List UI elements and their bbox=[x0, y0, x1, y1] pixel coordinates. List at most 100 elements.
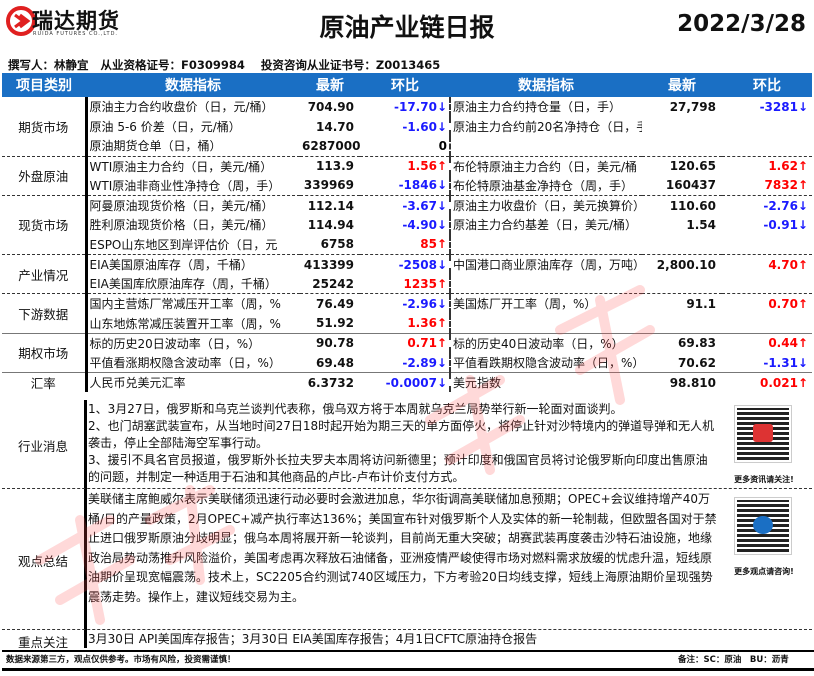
table-row: 原油期货仓单（日，桶） 6287000 0 bbox=[2, 136, 812, 157]
col-header: 最新 bbox=[300, 73, 360, 97]
change-value: 0.44↑ bbox=[722, 332, 812, 353]
col-header: 数据指标 bbox=[86, 73, 300, 97]
col-header: 最新 bbox=[642, 73, 722, 97]
change-value bbox=[722, 136, 812, 156]
category-cell: 现货市场 bbox=[2, 194, 88, 255]
change-value: -17.70↓ bbox=[360, 97, 451, 117]
latest-value: 6758 bbox=[320, 237, 354, 252]
latest-value: 2,800.10 bbox=[642, 254, 722, 275]
latest-value: 14.70 bbox=[316, 119, 354, 134]
qr-code-view bbox=[734, 497, 792, 555]
divider bbox=[2, 650, 814, 652]
latest-value: 704.90 bbox=[307, 99, 354, 114]
divider bbox=[2, 668, 814, 671]
indicator-name: 标的历史20日波动率（日，%） bbox=[86, 332, 300, 353]
change-value: 0.70↑ bbox=[722, 293, 812, 314]
data-table: 项目类别 数据指标 最新 环比 数据指标 最新 环比 期货市场 原油主力合约收盘价… bbox=[2, 73, 812, 393]
news-content: 1、3月27日，俄罗斯和乌克兰谈判代表称，俄乌双方将于本周就乌克兰局势举行新一轮… bbox=[88, 401, 718, 486]
category-cell: 外盘原油 bbox=[2, 155, 88, 196]
latest-value bbox=[642, 117, 722, 137]
indicator-name: 原油主力合约持仓量（日，手） bbox=[453, 100, 622, 115]
change-value: -3.67↓ bbox=[360, 194, 451, 216]
change-value: -0.0007↓ bbox=[360, 372, 451, 393]
indicator-name: 原油主力合约前20名净持仓（日，手） bbox=[453, 120, 642, 135]
news-label: 行业消息 bbox=[17, 439, 68, 454]
table-header: 项目类别 数据指标 最新 环比 数据指标 最新 环比 bbox=[2, 73, 812, 97]
news-item: 3、援引不具名官员报道，俄罗斯外长拉夫罗夫本周将访问新德里；预计印度和俄国官员将… bbox=[88, 453, 708, 484]
latest-value: 1.54 bbox=[686, 217, 716, 232]
change-value: 1235↑ bbox=[360, 274, 451, 294]
category-cell: 下游数据 bbox=[2, 293, 88, 334]
category-cell: 产业情况 bbox=[2, 253, 88, 294]
latest-value: 120.65 bbox=[642, 155, 722, 176]
change-value bbox=[722, 274, 812, 294]
indicator-name: 国内主营炼厂常减压开工率（周，% bbox=[86, 293, 300, 314]
indicator-name: EIA美国原油库存（周，千桶） bbox=[86, 254, 300, 275]
category-cell: 期权市场 bbox=[2, 332, 88, 373]
table-row: 现货市场 阿曼原油现货价格（日，美元/桶） 112.14 -3.67↓ 原油主力收盘价（… bbox=[2, 194, 812, 255]
table-row: WTI原油非商业性净持仓（周，手） 339969 -1846↓ 布伦特原油基金净持仓（… bbox=[2, 175, 812, 196]
change-value: 0 bbox=[360, 136, 451, 157]
qr-caption: 更多资讯请关注! bbox=[734, 475, 794, 484]
view-content: 美联储主席鲍威尔表示美联储须迅速行动必要时会激进加息，华尔街调高美联储加息预期；… bbox=[88, 492, 717, 604]
table-row: 平值看涨期权隐含波动率（日，%） 69.48 -2.89↓ 平值看跌期权隐含波动率（日… bbox=[2, 352, 812, 373]
table-row: 原油 5-6 价差（日，元/桶） 14.70 -1.60↓ 原油主力合约前20名净持仓… bbox=[2, 116, 812, 137]
latest-value: 112.14 bbox=[300, 194, 360, 216]
change-value: 0.71↑ bbox=[360, 332, 451, 353]
indicator-name: 原油主力收盘价（日，美元换算价） bbox=[450, 194, 642, 216]
table-row: 山东地炼常减压装置开工率（周，% 51.92 1.36↑ bbox=[2, 313, 812, 334]
change-value: 85↑ bbox=[360, 234, 451, 255]
change-value: -2.89↓ bbox=[360, 352, 451, 373]
table-row: 胜利原油现货价格（日，美元/桶） 114.94 -4.90↓ 原油主力合约基差（日，美… bbox=[2, 215, 812, 235]
col-header: 数据指标 bbox=[450, 73, 642, 97]
view-label: 观点总结 bbox=[17, 554, 68, 569]
indicator-name: 阿曼原油现货价格（日，美元/桶） bbox=[86, 194, 300, 216]
change-value: 7832↑ bbox=[764, 178, 808, 193]
change-value: -1.31↓ bbox=[763, 355, 808, 370]
change-value: -2508↓ bbox=[360, 254, 451, 275]
indicator-name: 中国港口商业原油库存（周，万吨） bbox=[450, 254, 642, 275]
report-date: 2022/3/28 bbox=[677, 11, 806, 37]
change-value bbox=[722, 314, 812, 334]
indicator-name: 原油期货仓单（日，桶） bbox=[89, 139, 222, 154]
latest-value: 70.62 bbox=[678, 355, 716, 370]
change-value: -3281↓ bbox=[759, 99, 808, 114]
indicator-name: 原油 5-6 价差（日，元/桶） bbox=[89, 120, 241, 135]
latest-value: 76.49 bbox=[300, 293, 360, 314]
change-value: 4.70↑ bbox=[722, 254, 812, 275]
table-row: 下游数据 国内主营炼厂常减压开工率（周，% 76.49 -2.96↓ 美国炼厂开工率（周… bbox=[2, 293, 812, 334]
indicator-name: 布伦特原油主力合约（日，美元/桶 bbox=[450, 155, 642, 176]
latest-value: 69.48 bbox=[316, 355, 354, 370]
latest-value: 25242 bbox=[312, 276, 354, 291]
latest-value: 110.60 bbox=[642, 194, 722, 216]
focus-content: 3月30日 API美国库存报告；3月30日 EIA美国库存报告；4月1日CFTC… bbox=[88, 632, 538, 646]
divider bbox=[2, 629, 812, 630]
latest-value bbox=[642, 274, 722, 294]
indicator-name: 平值看跌期权隐含波动率（日，%） bbox=[453, 356, 642, 371]
latest-value: 98.810 bbox=[642, 372, 722, 393]
change-value: 1.62↑ bbox=[722, 155, 812, 176]
indicator-name bbox=[450, 136, 642, 156]
table-row: 外盘原油 WTI原油主力合约（日，美元/桶） 113.9 1.56↑ 布伦特原油主力合约… bbox=[2, 155, 812, 196]
latest-value: 6287000 bbox=[302, 138, 360, 153]
change-value: 1.36↑ bbox=[360, 313, 451, 334]
latest-value: 51.92 bbox=[316, 316, 354, 331]
change-value: -2.96↓ bbox=[360, 293, 451, 314]
divider bbox=[2, 488, 812, 489]
latest-value bbox=[642, 314, 722, 334]
latest-value: 339969 bbox=[303, 178, 354, 193]
logo-subtext: RUIDA FUTURES CO.,LTD. bbox=[33, 31, 119, 37]
change-value: -4.90↓ bbox=[360, 215, 451, 235]
latest-value: 114.94 bbox=[307, 217, 354, 232]
latest-value bbox=[642, 136, 722, 156]
latest-value: 91.1 bbox=[642, 293, 722, 314]
col-header: 环比 bbox=[360, 73, 450, 97]
col-header: 环比 bbox=[722, 73, 812, 97]
latest-value: 160437 bbox=[665, 178, 716, 193]
latest-value: 6.3732 bbox=[300, 372, 360, 393]
latest-value bbox=[642, 235, 722, 255]
latest-value: 90.78 bbox=[300, 332, 360, 353]
indicator-name: WTI原油主力合约（日，美元/桶） bbox=[86, 155, 300, 176]
indicator-name: 布伦特原油基金净持仓（周，手） bbox=[453, 178, 634, 193]
ruida-logo-icon bbox=[6, 6, 36, 36]
